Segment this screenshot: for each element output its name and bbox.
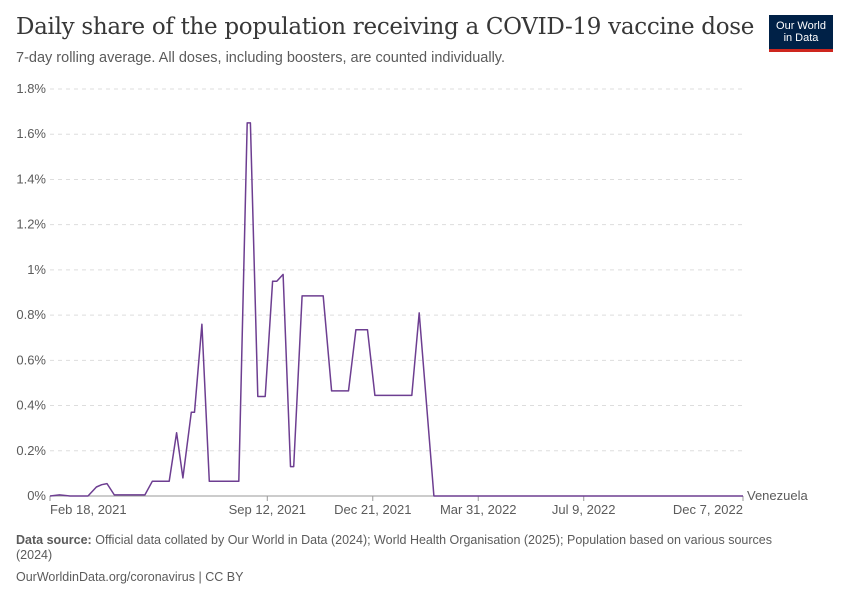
line-chart: 0% 0.2% 0.4% 0.6% 0.8% 1% 1.2% 1.4% 1.6% 1.8% Feb … bbox=[16, 81, 808, 517]
x-tick-label: Dec 21, 2021 bbox=[334, 502, 411, 517]
y-tick-label: 1% bbox=[27, 262, 46, 277]
chart-title: Daily share of the population receiving … bbox=[16, 14, 755, 40]
logo-line2: in Data bbox=[783, 32, 819, 44]
x-tick-label: Sep 12, 2021 bbox=[229, 502, 306, 517]
y-tick-label: 1.8% bbox=[16, 81, 46, 96]
data-source: Data source: Official data collated by O… bbox=[16, 533, 806, 563]
y-tick-label: 1.6% bbox=[16, 126, 46, 141]
source-label: Data source: bbox=[16, 533, 92, 547]
series-line-venezuela bbox=[49, 122, 743, 497]
owid-logo[interactable]: Our World in Data bbox=[769, 15, 833, 52]
x-tick-label: Dec 7, 2022 bbox=[673, 502, 743, 517]
x-tick-label: Feb 18, 2021 bbox=[50, 502, 127, 517]
x-tick-label: Jul 9, 2022 bbox=[552, 502, 616, 517]
y-tick-label: 0.8% bbox=[16, 307, 46, 322]
chart-subtitle: 7-day rolling average. All doses, includ… bbox=[16, 50, 505, 66]
series-label-venezuela: Venezuela bbox=[747, 488, 808, 503]
logo-line1: Our World bbox=[776, 20, 826, 32]
y-tick-label: 0.4% bbox=[16, 398, 46, 413]
x-tick-label: Mar 31, 2022 bbox=[440, 502, 517, 517]
y-tick-label: 0% bbox=[27, 488, 46, 503]
y-tick-label: 1.4% bbox=[16, 171, 46, 186]
source-text: Official data collated by Our World in D… bbox=[16, 533, 772, 562]
y-tick-label: 0.2% bbox=[16, 443, 46, 458]
y-tick-label: 0.6% bbox=[16, 352, 46, 367]
y-tick-label: 1.2% bbox=[16, 217, 46, 232]
footer-link[interactable]: OurWorldinData.org/coronavirus | CC BY bbox=[16, 570, 244, 584]
